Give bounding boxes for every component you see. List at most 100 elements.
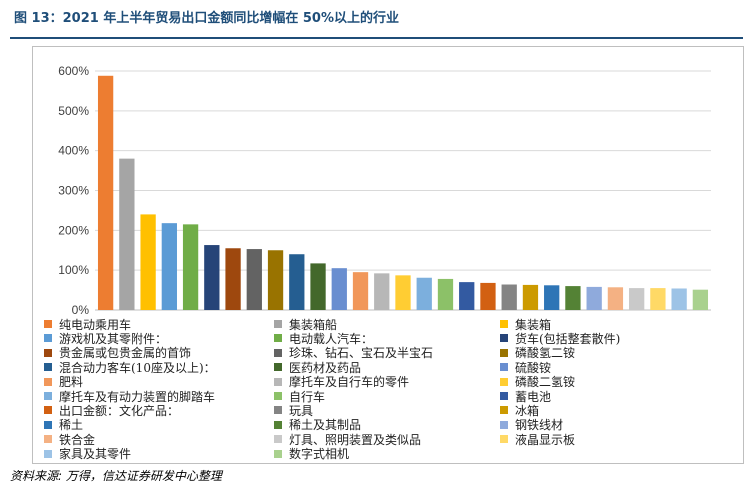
legend-swatch <box>274 320 282 328</box>
legend-label: 自行车 <box>289 389 326 404</box>
legend-label: 纯电动乘用车 <box>59 317 132 332</box>
y-tick-label: 300% <box>58 184 89 198</box>
legend-label: 游戏机及其零附件： <box>59 331 168 346</box>
bar <box>565 286 581 310</box>
legend-item: 蓄电池 <box>500 389 552 404</box>
legend-label: 数字式相机 <box>289 447 350 462</box>
legend-item: 冰箱 <box>500 403 540 418</box>
legend-item: 游戏机及其零附件： <box>44 331 168 346</box>
bar <box>459 282 475 310</box>
y-tick-label: 400% <box>58 144 89 158</box>
legend-item: 出口金额：文化产品： <box>44 403 180 418</box>
legend-swatch <box>500 392 508 400</box>
bar <box>267 250 284 310</box>
legend-label: 硫酸铵 <box>515 360 552 375</box>
legend-swatch <box>274 363 282 372</box>
legend-item: 钢铁线材 <box>500 418 563 432</box>
bar <box>225 248 241 310</box>
legend-swatch <box>500 420 508 429</box>
bar <box>161 223 177 310</box>
legend-swatch <box>500 320 508 328</box>
legend-swatch <box>274 377 282 386</box>
legend-label: 混合动力客车(10座及以上)： <box>59 360 216 375</box>
bar <box>650 288 666 310</box>
bar <box>352 272 369 310</box>
bar <box>289 254 305 310</box>
legend-label: 医药材及药品 <box>289 360 362 375</box>
bar <box>395 275 411 310</box>
legend-swatch <box>44 348 52 357</box>
legend-swatch <box>44 449 52 458</box>
bar <box>607 287 624 310</box>
legend-swatch <box>500 363 508 372</box>
legend-item: 灯具、照明装置及类似品 <box>274 432 422 447</box>
bar <box>374 273 390 310</box>
legend-label: 蓄电池 <box>515 389 552 404</box>
legend-item: 铁合金 <box>44 432 96 447</box>
legend-item: 家具及其零件 <box>44 447 131 461</box>
bar <box>501 284 517 310</box>
legend-label: 钢铁线材 <box>515 418 564 433</box>
legend-item: 液晶显示板 <box>500 432 575 447</box>
legend-swatch <box>500 435 508 444</box>
legend-label: 铁合金 <box>59 432 96 447</box>
legend-label: 集装箱 <box>515 317 552 332</box>
legend-swatch <box>44 435 52 444</box>
legend-swatch <box>274 435 282 444</box>
legend-item: 数字式相机 <box>274 447 349 461</box>
legend-item: 集装箱船 <box>274 317 337 332</box>
legend-swatch <box>274 406 282 415</box>
legend-item: 货车(包括整套散件) <box>500 331 620 346</box>
legend-swatch <box>274 420 282 429</box>
legend-swatch <box>44 406 52 415</box>
figure-title: 图 13：2021 年上半年贸易出口金额同比增幅在 50%以上的行业 <box>14 11 399 26</box>
bar <box>522 284 539 310</box>
legend-item: 玩具 <box>274 403 314 418</box>
legend-swatch <box>44 420 52 429</box>
legend-item: 肥料 <box>44 375 83 389</box>
legend-label: 珍珠、钻石、宝石及半宝石 <box>289 346 434 361</box>
legend-label: 摩托车及有动力装置的脚踏车 <box>59 389 216 404</box>
bar <box>692 289 709 310</box>
title-divider <box>10 37 743 39</box>
legend-item: 摩托车及有动力装置的脚踏车 <box>44 389 216 404</box>
bar <box>140 214 156 310</box>
bar <box>310 263 326 310</box>
bar <box>119 158 135 310</box>
legend-swatch <box>44 334 52 343</box>
legend-label: 贵金属或包贵金属的首饰 <box>59 346 192 361</box>
chart-frame: 0% 100% 200% 300% 400% 500% 600% <box>32 46 744 464</box>
legend-label: 肥料 <box>59 375 84 390</box>
bar <box>480 282 496 310</box>
legend-label: 灯具、照明装置及类似品 <box>289 432 422 447</box>
bar <box>586 286 602 310</box>
bar <box>97 75 114 310</box>
legend-swatch <box>500 377 508 386</box>
legend-label: 磷酸二氢铵 <box>515 375 576 390</box>
legend-item: 贵金属或包贵金属的首饰 <box>44 346 191 360</box>
bar <box>246 249 262 310</box>
legend-label: 磷酸氢二铵 <box>515 346 576 361</box>
legend-swatch <box>274 334 282 343</box>
legend-swatch <box>44 363 52 372</box>
legend-label: 稀土及其制品 <box>289 418 362 433</box>
legend-label: 电动载人汽车： <box>289 331 374 346</box>
y-tick-label: 100% <box>58 263 89 277</box>
legend-item: 集装箱 <box>500 317 552 332</box>
legend-item: 纯电动乘用车 <box>44 317 132 332</box>
y-tick-label: 0% <box>72 303 90 317</box>
bar <box>416 277 432 310</box>
bar <box>671 288 687 310</box>
legend-label: 摩托车及自行车的零件 <box>289 375 410 390</box>
legend-item: 摩托车及自行车的零件 <box>274 375 409 389</box>
legend-item: 硫酸铵 <box>500 360 552 375</box>
legend-label: 出口金额：文化产品： <box>59 403 180 418</box>
bar <box>182 224 199 310</box>
bar <box>331 268 347 310</box>
legend-swatch <box>500 334 508 343</box>
legend-swatch <box>274 348 282 357</box>
legend-item: 磷酸氢二铵 <box>500 346 575 360</box>
y-tick-label: 200% <box>58 223 89 237</box>
legend-label: 冰箱 <box>515 403 540 418</box>
legend-label: 玩具 <box>289 403 314 418</box>
